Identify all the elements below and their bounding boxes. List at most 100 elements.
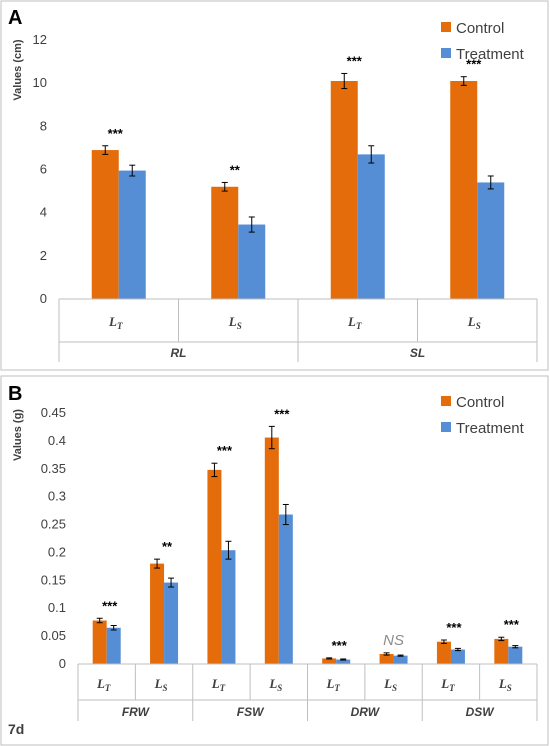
panel-a-significance-label: *** [347, 53, 363, 68]
panel-a-category-label: LS [467, 314, 481, 331]
panel-b-y-tick-label: 0.1 [48, 600, 66, 615]
panel-b-significance-label: NS [383, 632, 404, 649]
panel-b-legend-swatch-control [441, 396, 451, 406]
panel-b-bars: ************** NS*** *** [92, 406, 523, 664]
panel-b-significance-label: *** [217, 443, 233, 458]
panel-b-bar-control-1 [150, 563, 165, 664]
panel-a-category-sub: S [237, 321, 242, 331]
panel-b-significance-label: *** [504, 617, 520, 632]
panel-b-category-main: L [268, 676, 277, 691]
panel-a-category-label: LT [108, 314, 123, 331]
panel-b-bar-control-6 [436, 641, 451, 664]
panel-a-bar-control-3 [450, 81, 478, 299]
panel-b-y-tick-label: 0.3 [48, 489, 66, 504]
panel-a-group-label: SL [410, 346, 425, 360]
panel-b-group-label: FSW [237, 705, 265, 719]
panel-b-category-main: L [154, 676, 163, 691]
panel-a-legend-swatch-control [441, 22, 451, 32]
panel-a-category-label: LT [347, 314, 362, 331]
panel-b-category-label: LT [96, 676, 111, 693]
panel-a-bar-treatment-2 [357, 154, 385, 299]
panel-b-legend-label-treatment: Treatment [456, 420, 525, 437]
panel-b-category-sub: S [392, 683, 397, 693]
panel-a-y-tick-label: 4 [40, 205, 47, 220]
panel-b-category-label: LT [440, 676, 455, 693]
panel-b-bar-control-0 [92, 620, 107, 664]
panel-a-bar-control-2 [330, 81, 358, 299]
panel-b-y-tick-label: 0.45 [41, 405, 66, 420]
panel-b-category-main: L [440, 676, 449, 691]
panel-b-category-label: LS [154, 676, 168, 693]
panel-b-bar-control-2 [207, 469, 222, 664]
panel-b-bar-treatment-5 [393, 655, 408, 664]
panel-a-category-main: L [467, 314, 476, 329]
panel-a-legend-label-treatment: Treatment [456, 46, 525, 63]
panel-b-significance-label: *** [332, 638, 348, 653]
panel-b-category-sub: T [334, 683, 340, 693]
panel-a-category-sub: S [476, 321, 481, 331]
panel-b-y-ticks: 0 0.05 0.1 0.15 0.2 0.25 0.3 0.35 0.4 0.45 [41, 405, 66, 671]
panel-b-group-label: DSW [466, 705, 496, 719]
panel-b-category-main: L [325, 676, 334, 691]
panel-b-category-label: LT [211, 676, 226, 693]
panel-a-group-label: RL [171, 346, 187, 360]
panel-b-significance-label: *** [102, 598, 118, 613]
panel-b-bar-treatment-2 [221, 550, 236, 664]
panel-a-y-tick-label: 8 [40, 118, 47, 133]
panel-a-y-tick-label: 12 [33, 32, 47, 47]
panel-a-y-tick-label: 6 [40, 162, 47, 177]
panel-a-bar-treatment-3 [477, 182, 505, 299]
panel-b-y-tick-label: 0.35 [41, 461, 66, 476]
panel-b-y-tick-label: 0.05 [41, 628, 66, 643]
panel-a-y-tick-label: 10 [33, 75, 47, 90]
panel-a-legend-swatch-treatment [441, 48, 451, 58]
panel-b-category-sub: S [277, 683, 282, 693]
panel-a-bar-control-0 [91, 150, 119, 299]
panel-a-category-main: L [228, 314, 237, 329]
panel-b-legend-label-control: Control [456, 394, 504, 411]
panel-b-category-sub: S [507, 683, 512, 693]
panel-b-y-tick-label: 0.15 [41, 572, 66, 587]
panel-b-bar-treatment-3 [278, 514, 293, 664]
panel-a-y-ticks: 0 2 4 6 8 10 12 [33, 32, 47, 306]
panel-a-significance-label: *** [108, 126, 124, 141]
footer-label: 7d [8, 721, 24, 737]
panel-b-y-tick-label: 0.25 [41, 517, 66, 532]
panel-b-y-tick-label: 0.2 [48, 544, 66, 559]
panel-a-significance-label: *** [466, 57, 482, 72]
panel-a-bars: ******** *** [91, 53, 505, 299]
panel-a-category-label: LS [228, 314, 242, 331]
panel-b-category-sub: T [105, 683, 111, 693]
panel-a-legend: Control Treatment [441, 20, 525, 63]
panel-b-bar-control-3 [264, 437, 279, 664]
panel-b-y-tick-label: 0 [59, 656, 66, 671]
panel-b-bar-control-7 [494, 638, 509, 664]
panel-b-category-main: L [96, 676, 105, 691]
panel-a-bar-treatment-1 [238, 224, 266, 299]
panel-b-category-label: LS [383, 676, 397, 693]
panel-a-bar-control-1 [211, 186, 239, 299]
panel-b-chart: B Values (g) 00.050.10.150.20.250.30.350… [0, 375, 549, 746]
panel-b-category-sub: T [449, 683, 455, 693]
panel-b-category-label: LT [325, 676, 340, 693]
panel-b-bar-control-4 [322, 658, 337, 664]
panel-a-y-axis-label: Values (cm) [12, 39, 24, 100]
panel-a-y-tick-label: 0 [40, 291, 47, 306]
panel-a-significance-label: ** [230, 162, 241, 177]
panel-b-bar-treatment-4 [336, 659, 351, 664]
panel-b-bar-control-5 [379, 653, 394, 664]
panel-b-significance-label: ** [162, 539, 173, 554]
panel-b-group-label: DRW [351, 705, 381, 719]
panel-b-category-main: L [383, 676, 392, 691]
panel-b-bar-treatment-6 [450, 649, 465, 664]
panel-b-y-axis-label: Values (g) [12, 409, 24, 461]
panel-b-group-label: FRW [122, 705, 151, 719]
panel-b-category-main: L [498, 676, 507, 691]
panel-b-bar-treatment-7 [508, 646, 523, 664]
panel-b-category-sub: T [220, 683, 226, 693]
panel-b-category-sub: S [163, 683, 168, 693]
panel-a-legend-label-control: Control [456, 20, 504, 37]
